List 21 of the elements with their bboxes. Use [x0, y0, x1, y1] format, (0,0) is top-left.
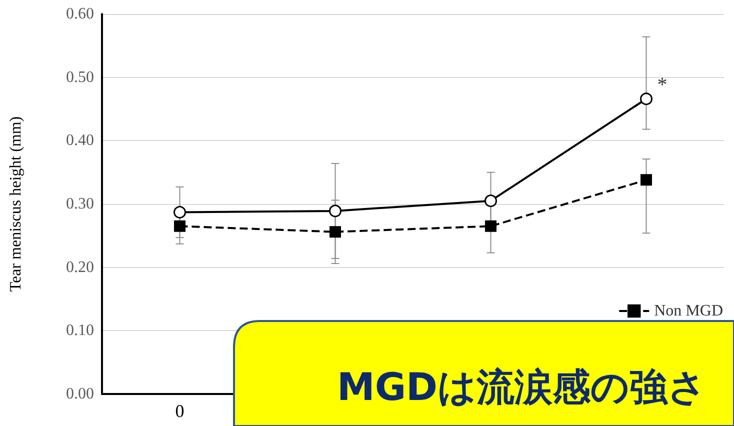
- y-tick-label: 0.00: [66, 386, 94, 402]
- y-tick-label: 0.30: [66, 196, 94, 212]
- y-tick-label: 0.20: [66, 258, 94, 276]
- y-tick-label: 0.60: [66, 6, 94, 22]
- point: [640, 92, 652, 106]
- y-tick-label: 0.40: [66, 132, 94, 150]
- point: [174, 206, 186, 218]
- legend-label: Non MGD: [654, 302, 723, 320]
- y-axis-title: Tear meniscus height (mm): [8, 116, 24, 292]
- x-tick-label: 0: [175, 401, 184, 421]
- y-tick-label: 0.50: [66, 68, 94, 86]
- point: [174, 220, 186, 232]
- point: [329, 204, 342, 218]
- point: [484, 194, 497, 208]
- annotation: MGDは流涙感の強さ: [337, 364, 707, 411]
- point: [485, 220, 496, 232]
- point: [640, 174, 652, 186]
- annotation: *: [657, 74, 668, 96]
- callout-box: MGDは流涙感の強さ: [233, 320, 734, 426]
- y-tick-label: 0.10: [66, 322, 94, 340]
- point: [330, 226, 341, 238]
